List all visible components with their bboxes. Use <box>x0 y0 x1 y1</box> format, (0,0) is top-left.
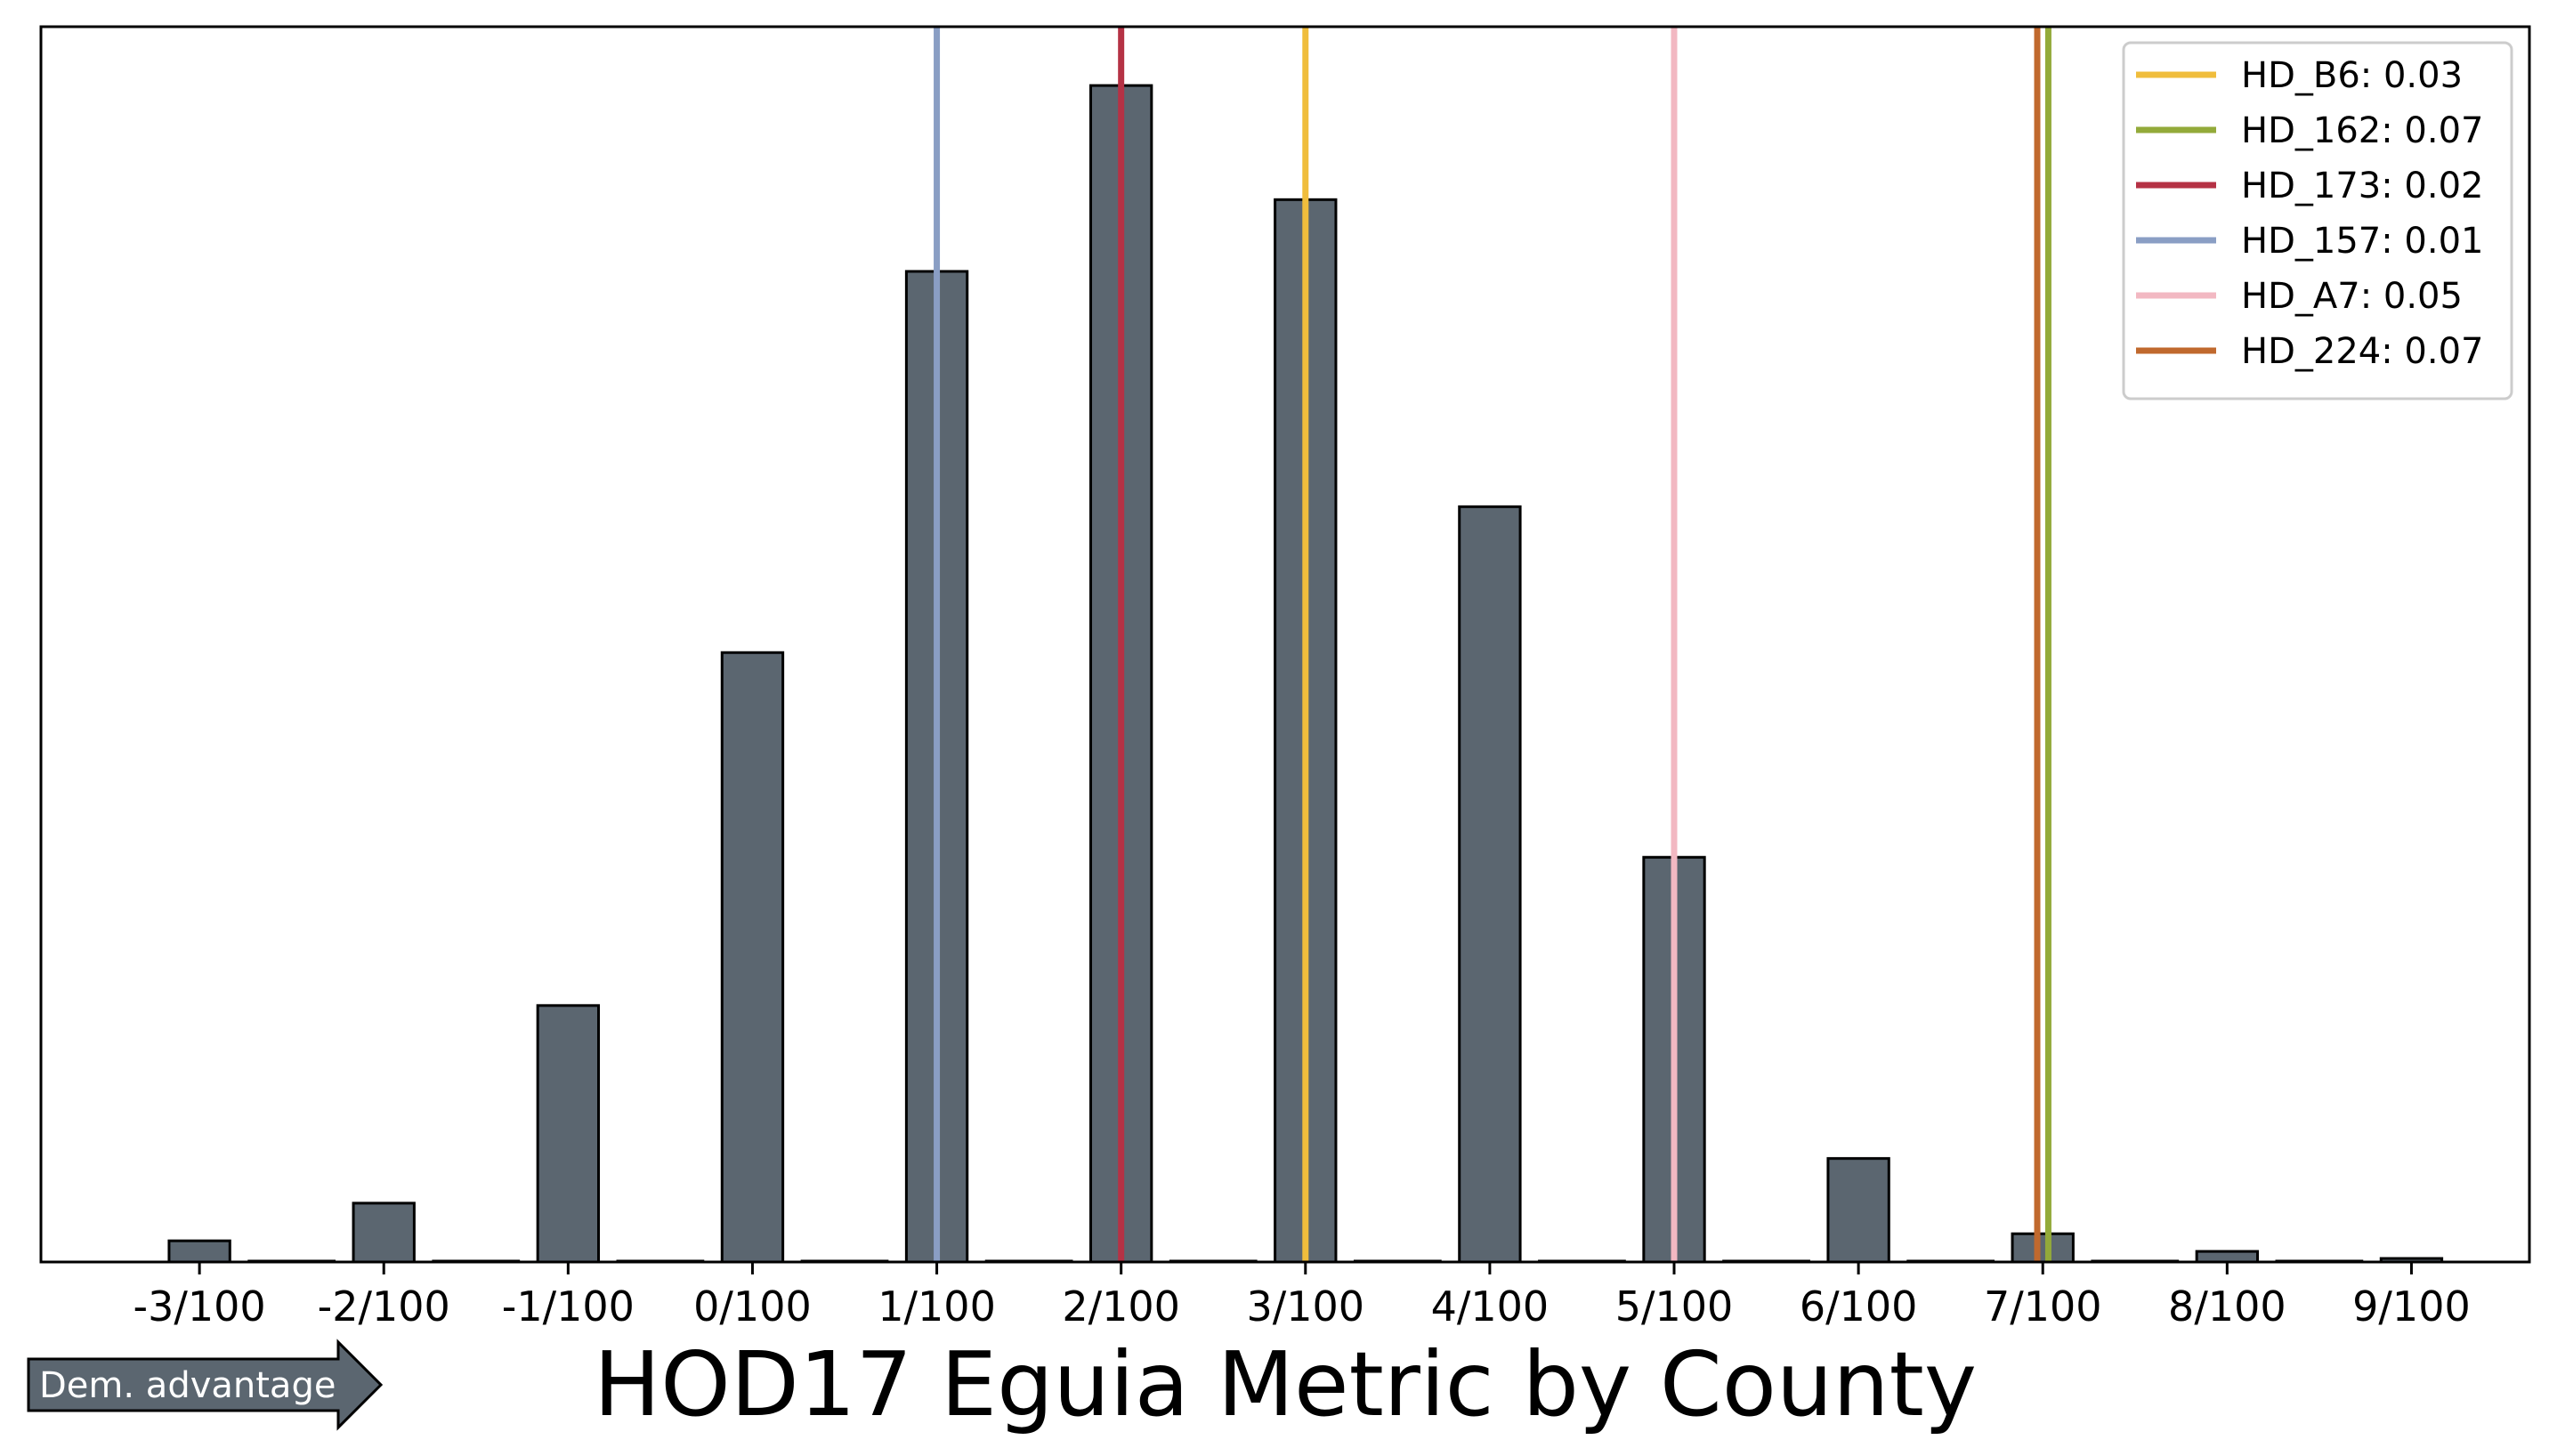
x-tick-label: -1/100 <box>502 1282 635 1331</box>
histogram-bar <box>1826 1157 1890 1264</box>
legend: HD_B6: 0.03 HD_162: 0.07 HD_173: 0.02 HD_15… <box>2122 41 2513 400</box>
x-axis-ticks: -3/100 -2/100 -1/100 0/100 1/100 2/100 3/100 4/… <box>134 1262 2471 1331</box>
x-tick-label: 3/100 <box>1246 1282 1364 1331</box>
legend-entry: HD_224: 0.07 <box>2241 331 2483 372</box>
x-tick-label: 4/100 <box>1431 1282 1550 1331</box>
x-tick-label: 8/100 <box>2168 1282 2286 1331</box>
plot-frame <box>39 25 2531 1264</box>
histogram-bar <box>352 1201 416 1264</box>
histogram-bar <box>536 1004 601 1264</box>
histogram-bar <box>2011 1232 2075 1264</box>
x-tick-label: 2/100 <box>1062 1282 1180 1331</box>
x-tick-label: 1/100 <box>878 1282 996 1331</box>
dem-advantage-arrow: Dem. advantage <box>27 1339 384 1431</box>
legend-entry: HD_157: 0.01 <box>2241 221 2483 262</box>
x-tick-label: 0/100 <box>693 1282 812 1331</box>
x-tick-label: -2/100 <box>318 1282 450 1331</box>
x-tick-label: 6/100 <box>1800 1282 1918 1331</box>
chart-title: HOD17 Eguia Metric by County <box>594 1332 1977 1436</box>
legend-entry: HD_B6: 0.03 <box>2241 55 2463 96</box>
x-tick-label: -3/100 <box>134 1282 266 1331</box>
arrow-label: Dem. advantage <box>39 1365 336 1406</box>
x-tick-label: 9/100 <box>2352 1282 2471 1331</box>
x-tick-label: 5/100 <box>1615 1282 1734 1331</box>
legend-entry: HD_A7: 0.05 <box>2241 276 2463 317</box>
legend-box <box>2122 41 2513 400</box>
legend-entry: HD_173: 0.02 <box>2241 166 2483 206</box>
histogram-bar <box>2195 1250 2260 1264</box>
arrow-shape <box>27 1339 384 1431</box>
histogram-bar <box>167 1239 231 1264</box>
histogram-bar <box>1458 505 1522 1264</box>
x-tick-label: 7/100 <box>1984 1282 2102 1331</box>
legend-entry: HD_162: 0.07 <box>2241 110 2483 151</box>
reference-lines-group <box>934 27 2051 1262</box>
histogram-bar <box>720 651 785 1264</box>
